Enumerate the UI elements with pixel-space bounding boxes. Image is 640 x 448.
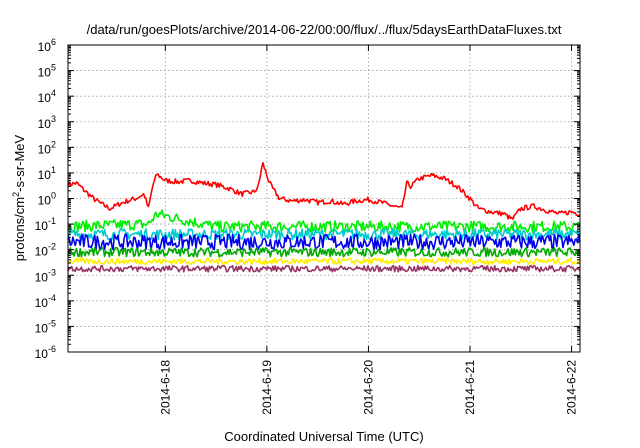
series-line	[67, 264, 581, 273]
x-tick-label: 2014-6-21	[463, 360, 477, 415]
y-tick-label: 101	[38, 165, 56, 182]
y-axis-label: protons/cm2-s-sr-MeV	[11, 134, 27, 261]
y-tick-label: 104	[38, 88, 56, 105]
x-tick-label: 2014-6-22	[565, 360, 579, 415]
y-tick-label: 10-3	[35, 267, 56, 284]
y-tick-label: 10-1	[35, 216, 56, 233]
y-tick-label: 10-6	[35, 344, 56, 361]
y-tick-label: 103	[38, 114, 56, 131]
y-tick-label: 105	[38, 63, 56, 80]
x-axis-label: Coordinated Universal Time (UTC)	[224, 429, 423, 444]
y-tick-label: 10-2	[35, 242, 56, 259]
chart-title: /data/run/goesPlots/archive/2014-06-22/0…	[87, 22, 562, 37]
series-line	[67, 257, 581, 266]
y-tick-label: 106	[38, 37, 56, 54]
x-tick-label: 2014-6-19	[260, 360, 274, 415]
y-tick-label: 100	[38, 191, 56, 208]
series-line	[67, 246, 581, 258]
y-tick-label: 102	[38, 139, 56, 156]
series-line	[67, 161, 581, 220]
series-line	[67, 233, 581, 251]
y-tick-label: 10-5	[35, 318, 56, 335]
y-tick-label: 10-4	[35, 293, 56, 310]
series-layer	[67, 161, 581, 273]
axis-layer: 106 105 104 103 102 101 100 10-1 10-2 10-3 10-4 10-…	[35, 37, 580, 415]
x-tick-label: 2014-6-18	[158, 360, 172, 415]
x-tick-label: 2014-6-20	[361, 360, 375, 415]
